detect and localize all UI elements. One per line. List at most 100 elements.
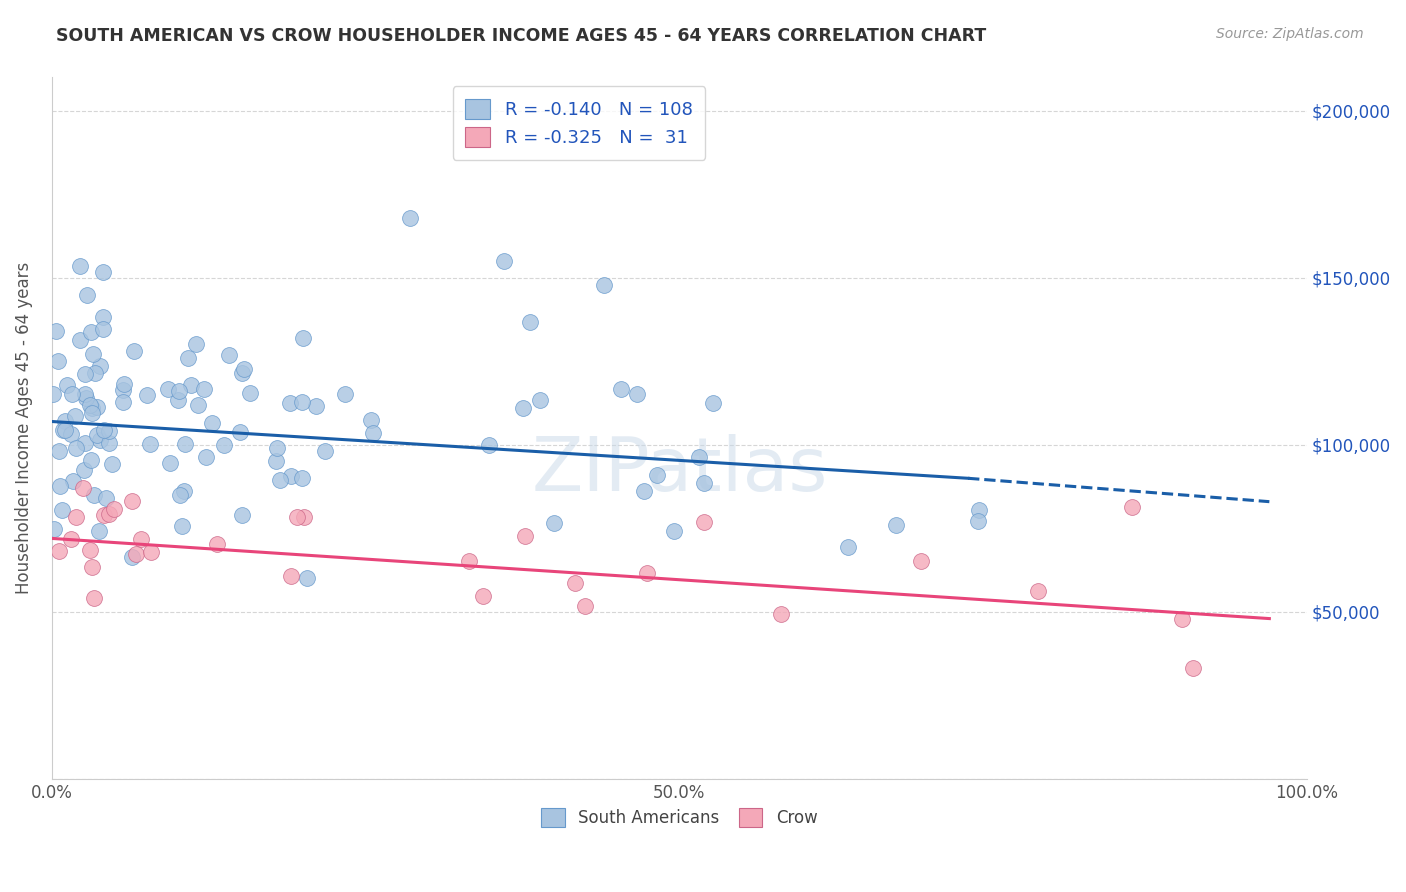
Point (910, 554, 932, 568)
Point (83, 488, 105, 502)
Point (1170, 612, 1192, 626)
Point (187, 398, 209, 412)
Point (65, 509, 87, 524)
Point (633, 483, 655, 498)
Point (82, 347, 104, 361)
Point (103, 501, 125, 516)
Point (73, 386, 96, 401)
Point (139, 545, 162, 559)
Point (285, 510, 308, 524)
Point (174, 437, 197, 451)
Point (478, 438, 501, 452)
Point (564, 575, 586, 590)
Point (398, 211, 420, 225)
Point (89, 433, 111, 447)
Point (45, 324, 67, 338)
Point (186, 337, 208, 351)
Point (645, 468, 668, 483)
Point (76, 288, 98, 302)
Text: SOUTH AMERICAN VS CROW HOUSEHOLDER INCOME AGES 45 - 64 YEARS CORRELATION CHART: SOUTH AMERICAN VS CROW HOUSEHOLDER INCOM… (56, 27, 987, 45)
Point (69, 259, 91, 273)
Point (173, 484, 195, 499)
Point (157, 383, 180, 397)
Point (80, 406, 103, 420)
Point (269, 473, 291, 487)
Point (193, 382, 215, 396)
Point (170, 519, 193, 533)
Point (292, 331, 315, 345)
Point (89, 359, 111, 374)
Point (693, 475, 716, 490)
Point (195, 450, 218, 464)
Point (91, 265, 114, 279)
Point (1121, 500, 1143, 515)
Point (512, 401, 534, 416)
Point (177, 351, 200, 365)
Point (264, 454, 287, 468)
Point (48, 543, 70, 558)
Text: ZIPatlas: ZIPatlas (531, 434, 828, 507)
Point (112, 394, 135, 409)
Point (159, 456, 181, 470)
Point (492, 254, 515, 268)
Point (232, 361, 254, 376)
Point (458, 554, 481, 568)
Point (231, 366, 253, 380)
Point (169, 488, 191, 502)
Point (69, 333, 91, 347)
Point (49, 479, 72, 493)
Point (53, 423, 76, 437)
Point (291, 394, 314, 409)
Point (278, 396, 301, 410)
Point (770, 607, 793, 622)
Point (593, 277, 616, 292)
Point (65, 441, 87, 455)
Point (94, 491, 117, 506)
Point (82, 559, 104, 574)
Point (86, 427, 108, 442)
Point (314, 444, 336, 458)
Point (121, 493, 143, 508)
Point (131, 532, 153, 546)
Point (73, 435, 96, 450)
Point (280, 469, 302, 483)
Point (72, 481, 94, 495)
Point (636, 566, 658, 580)
Point (229, 425, 252, 440)
Point (93, 423, 115, 437)
Point (543, 516, 565, 531)
Point (79, 398, 101, 412)
Point (121, 549, 143, 564)
Point (86, 401, 108, 415)
Point (83, 591, 105, 606)
Point (291, 471, 314, 485)
Point (98, 507, 121, 521)
Point (87, 524, 110, 538)
Point (79, 452, 101, 467)
Point (60, 532, 83, 546)
Point (135, 388, 157, 402)
Point (1026, 583, 1049, 598)
Point (91, 310, 114, 324)
Point (53, 414, 76, 428)
Point (266, 441, 288, 455)
Point (93, 508, 115, 522)
Point (138, 437, 160, 451)
Point (205, 537, 228, 551)
Point (702, 396, 724, 410)
Point (75, 392, 97, 406)
Point (305, 400, 328, 414)
Point (688, 450, 710, 464)
Point (574, 599, 596, 613)
Point (218, 348, 240, 362)
Point (180, 377, 202, 392)
Point (529, 392, 551, 407)
Point (280, 569, 302, 583)
Point (1182, 661, 1205, 675)
Point (626, 386, 648, 401)
Point (93, 322, 115, 336)
Text: Source: ZipAtlas.com: Source: ZipAtlas.com (1216, 27, 1364, 41)
Point (100, 458, 122, 472)
Point (884, 517, 907, 532)
Point (48, 354, 70, 368)
